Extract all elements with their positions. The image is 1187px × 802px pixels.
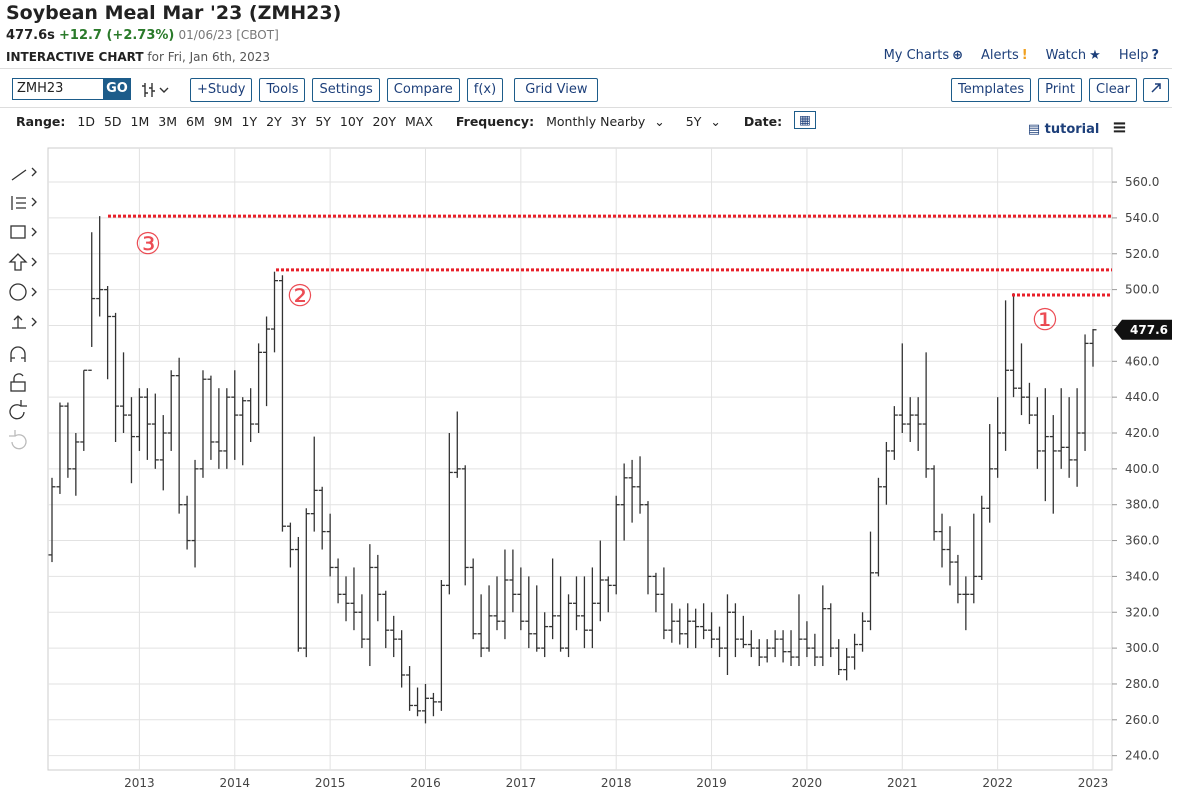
range-option[interactable]: MAX	[405, 114, 433, 129]
tool-button[interactable]: f(x)	[466, 78, 504, 102]
y-tick-label: 340.0	[1125, 569, 1159, 583]
tool-button[interactable]: Templates	[951, 78, 1032, 102]
ohlc-bars	[48, 216, 1097, 724]
range-option[interactable]: 9M	[213, 114, 233, 129]
drawing-tools	[8, 167, 37, 450]
y-tick-label: 400.0	[1125, 462, 1159, 476]
frequency-label: Frequency:	[455, 114, 535, 129]
price-tag	[1114, 319, 1172, 340]
menu-icon: ⊕	[952, 48, 964, 63]
range-option[interactable]: 3M	[158, 114, 178, 129]
quote: 477.6s +12.7 (+2.73%) 01/06/23 [CBOT]	[6, 28, 279, 43]
tool-button[interactable]: Tools	[259, 78, 306, 102]
menu-icon: !	[1021, 48, 1028, 63]
x-tick-label: 2014	[219, 776, 250, 790]
level-label: ①	[1032, 303, 1059, 338]
menu-item[interactable]: Help?	[1119, 48, 1159, 63]
price: 477.6s	[6, 28, 55, 43]
bar-type-icon[interactable]	[140, 80, 174, 100]
menu-label: Alerts	[981, 48, 1019, 63]
subtitle: INTERACTIVE CHART for Fri, Jan 6th, 2023	[6, 50, 270, 64]
x-tick-label: 2017	[506, 776, 537, 790]
menu-icon: ★	[1089, 48, 1101, 63]
y-tick-label: 440.0	[1125, 390, 1159, 404]
menu-item[interactable]: Alerts!	[981, 48, 1028, 63]
y-tick-label: 380.0	[1125, 498, 1159, 512]
range-option[interactable]: 20Y	[372, 114, 397, 129]
y-tick-label: 460.0	[1125, 354, 1159, 368]
quote-date: 01/06/23 [CBOT]	[178, 28, 279, 42]
range-option[interactable]: 1Y	[241, 114, 258, 129]
range-option[interactable]: 6M	[186, 114, 205, 129]
menu-label: Watch	[1045, 48, 1087, 63]
tutorial: tutorial	[1044, 122, 1100, 137]
y-tick-label: 540.0	[1125, 211, 1159, 225]
tool-button[interactable]: Print	[1038, 78, 1082, 102]
frequency-select[interactable]: Monthly Nearby	[546, 114, 646, 129]
x-tick-label: 2021	[887, 776, 918, 790]
plot-frame	[47, 147, 1113, 771]
range-option[interactable]: 5D	[103, 114, 122, 129]
y-tick-label: 240.0	[1125, 749, 1159, 763]
x-tick-label: 2019	[696, 776, 727, 790]
divider	[0, 107, 1172, 108]
x-tick-label: 2015	[315, 776, 346, 790]
range-option[interactable]: 10Y	[339, 114, 364, 129]
tool-button[interactable]: Clear	[1089, 78, 1137, 102]
period-select[interactable]: 5Y	[685, 114, 702, 129]
right-toolbar: Templates Print Clear	[951, 78, 1137, 102]
menu-label: My Charts	[883, 48, 950, 63]
chart-for: for Fri, Jan 6th, 2023	[147, 50, 271, 64]
expand-button[interactable]	[1143, 78, 1169, 102]
title: Soybean Meal Mar '23 (ZMH23)	[6, 2, 342, 24]
y-tick-label: 420.0	[1125, 426, 1159, 440]
range-label: Range:	[16, 114, 66, 129]
y-tick-label: 360.0	[1125, 534, 1159, 548]
range-option[interactable]: 3Y	[290, 114, 307, 129]
change: +12.7 (+2.73%)	[59, 28, 175, 43]
go-button[interactable]: GO	[103, 78, 131, 100]
caret: ⌄	[654, 114, 665, 129]
menu: My Charts ⊕ Alerts! Watch ★ Help?	[884, 48, 1159, 63]
calendar-button[interactable]: ▦	[794, 111, 816, 129]
y-tick-label: 260.0	[1125, 713, 1159, 727]
y-tick-label: 300.0	[1125, 641, 1159, 655]
date-label: Date:	[743, 114, 783, 129]
x-tick-label: 2018	[601, 776, 632, 790]
level-label: ②	[287, 279, 314, 314]
range-option[interactable]: 2Y	[266, 114, 282, 129]
price-tag-label: 477.6	[1130, 323, 1168, 337]
x-tick-label: 2023	[1078, 776, 1109, 790]
tool-button[interactable]: +Study	[190, 78, 253, 102]
y-tick-label: 280.0	[1125, 677, 1159, 691]
tool-button[interactable]: Settings	[312, 78, 380, 102]
range-bar: Range: 1D 5D 1M 3M 6M 9M 1Y 2Y 3Y 5Y 10Y 20Y MAX Frequ…	[16, 111, 816, 129]
y-tick-label: 520.0	[1125, 247, 1159, 261]
range-option[interactable]: 1M	[130, 114, 150, 129]
range-option[interactable]: 5Y	[315, 114, 331, 129]
toolbar: +Study Tools Settings Compare f(x) Grid View	[190, 78, 599, 102]
tool-button[interactable]: Compare	[386, 78, 460, 102]
menu-icon: ?	[1151, 48, 1159, 63]
level-label: ③	[135, 227, 162, 262]
tool-button[interactable]: Grid View	[514, 78, 599, 102]
chart-label: INTERACTIVE CHART	[6, 50, 144, 64]
y-tick-label: 320.0	[1125, 605, 1159, 619]
y-tick-label: 500.0	[1125, 283, 1159, 297]
x-tick-label: 2016	[410, 776, 441, 790]
caret: ⌄	[710, 114, 721, 129]
menu-label: Help	[1118, 48, 1149, 63]
range-option[interactable]: 1D	[77, 114, 95, 129]
y-tick-label: 560.0	[1125, 175, 1159, 189]
divider	[0, 68, 1172, 69]
x-tick-label: 2022	[982, 776, 1013, 790]
menu-item[interactable]: My Charts ⊕	[884, 48, 963, 63]
menu-item[interactable]: Watch ★	[1046, 48, 1101, 63]
tutorial-link[interactable]: ▤ tutorial ≡	[1027, 117, 1127, 138]
x-tick-label: 2013	[124, 776, 155, 790]
x-tick-label: 2020	[792, 776, 823, 790]
